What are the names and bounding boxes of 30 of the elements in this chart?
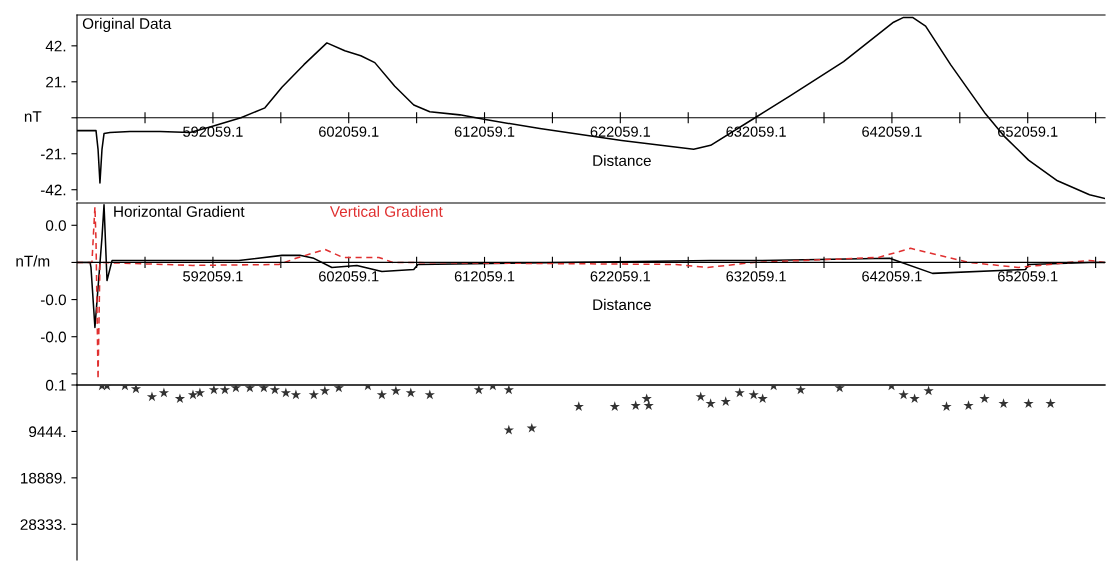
y-tick-label: -21. (40, 148, 66, 160)
text: Vertical Gradient (329, 205, 443, 217)
x-tick-label: 652059.1 (998, 271, 1058, 282)
x-tick-label: 612059.1 (454, 271, 515, 282)
x-tick-label: 622059.1 (590, 271, 651, 282)
y-tick-label: 42. (45, 40, 66, 52)
y-axis-title: nT/m (16, 255, 50, 267)
y-tick-label: -0.0 (40, 294, 66, 306)
x-tick-label: 592059.1 (183, 126, 243, 137)
x-tick-label: 602059.1 (319, 271, 379, 282)
y-tick-label: 9444. (29, 426, 66, 438)
x-tick-label: 642059.1 (862, 126, 922, 137)
y-tick-label: 21. (46, 76, 66, 88)
x-tick-label: 632059.1 (726, 271, 786, 282)
x-tick-label: 602059.1 (319, 126, 379, 137)
y-tick-label: 0.1 (45, 379, 66, 391)
x-tick-label: 592059.1 (183, 271, 243, 282)
x-tick-label: 642059.1 (862, 271, 922, 282)
x-axis-title: Distance (593, 154, 651, 166)
x-tick-label: 612059.1 (454, 126, 515, 137)
y-tick-label: -0.0 (40, 331, 66, 343)
x-axis-title: Distance (593, 298, 651, 311)
y-tick-label: 18889. (21, 472, 66, 484)
y-tick-label: -42. (40, 184, 66, 196)
y-tick-label: 28333. (20, 519, 66, 530)
y-tick-label: 0.0 (45, 220, 66, 231)
chart-title: Original Data (82, 17, 172, 33)
x-tick-label: 622059.1 (590, 126, 651, 137)
series-label: Horizontal Gradient (114, 205, 245, 217)
y-axis-title: nT (24, 111, 42, 122)
